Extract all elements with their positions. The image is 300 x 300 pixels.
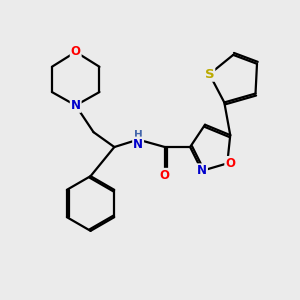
Text: S: S [205,68,214,81]
Text: N: N [197,164,207,177]
Text: N: N [133,138,143,151]
Text: N: N [71,99,81,112]
Text: O: O [225,157,235,170]
Text: O: O [160,169,170,182]
Text: O: O [71,45,81,58]
Text: H: H [134,130,142,140]
